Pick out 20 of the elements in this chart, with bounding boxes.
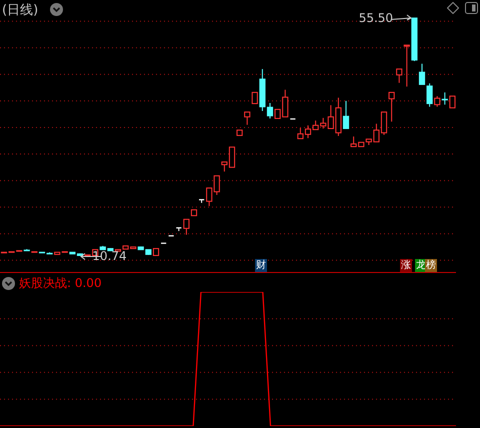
candlestick (449, 96, 456, 108)
annotation: 55.50 (358, 11, 394, 26)
annotation: 龙 (415, 259, 427, 272)
candlestick (183, 218, 190, 236)
candlestick (388, 92, 395, 122)
annotation: 10.74 (92, 248, 127, 263)
candlestick (418, 63, 426, 85)
chart-title: (日线) (2, 2, 38, 19)
annotation: 榜 (425, 259, 437, 272)
candlestick (434, 96, 440, 108)
candlestick (252, 92, 258, 104)
annotation: 涨 (400, 259, 412, 272)
candlestick (426, 82, 433, 108)
candlestick (244, 112, 250, 126)
annotation: 财 (255, 259, 267, 272)
candlestick (442, 92, 448, 106)
chart-title: 妖股决战: 0.00 (19, 275, 102, 292)
candlestick (342, 100, 350, 130)
candlestick (396, 68, 402, 84)
candlestick (404, 44, 410, 88)
